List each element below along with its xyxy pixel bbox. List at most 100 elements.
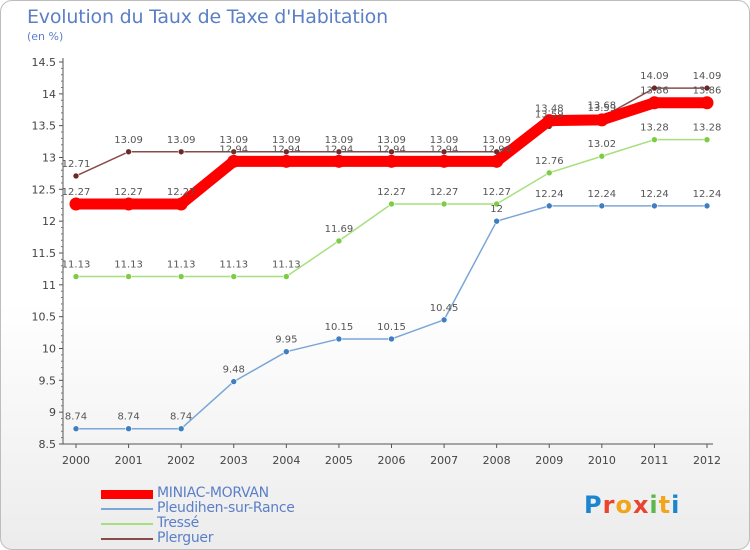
chart-title: Evolution du Taux de Taxe d'Habitation xyxy=(27,6,388,28)
y-tick-label: 9.5 xyxy=(39,374,57,387)
data-point xyxy=(651,84,658,92)
x-tick-label: 2000 xyxy=(62,454,90,467)
data-label: 12.76 xyxy=(535,156,564,167)
y-tick-label: 9 xyxy=(49,406,56,419)
data-point xyxy=(493,200,500,208)
data-point xyxy=(72,273,80,280)
data-point xyxy=(177,148,185,156)
data-label: 13.09 xyxy=(482,135,511,146)
y-tick-label: 13.5 xyxy=(32,120,57,133)
data-label: 12.27 xyxy=(167,187,196,198)
data-label: 12.27 xyxy=(377,187,406,198)
data-point xyxy=(700,96,714,110)
data-point xyxy=(437,154,451,168)
data-point xyxy=(542,114,556,128)
y-tick-label: 10 xyxy=(42,343,56,356)
data-point xyxy=(125,148,132,156)
y-tick-label: 11 xyxy=(42,279,56,292)
data-point xyxy=(598,202,606,210)
data-label: 12.27 xyxy=(62,187,91,198)
data-label: 12.94 xyxy=(377,144,406,155)
logo-letter: o xyxy=(615,491,633,519)
logo-letter: r xyxy=(602,491,616,519)
x-tick-label: 2012 xyxy=(693,454,721,467)
data-point xyxy=(283,348,290,355)
data-label: 12.94 xyxy=(482,144,511,155)
legend-swatch xyxy=(101,538,153,540)
y-tick-label: 8.5 xyxy=(39,438,57,451)
data-label: 10.15 xyxy=(325,322,354,333)
data-label: 11.13 xyxy=(219,260,248,271)
data-point xyxy=(335,237,343,245)
data-point xyxy=(388,200,395,208)
data-label: 10.45 xyxy=(430,303,459,314)
y-tick-label: 14.5 xyxy=(32,56,57,69)
legend-swatch xyxy=(101,508,153,510)
data-point xyxy=(440,316,448,324)
data-point xyxy=(703,84,711,92)
data-label: 13.09 xyxy=(272,135,301,146)
data-label: 12.94 xyxy=(430,144,459,155)
y-tick-label: 14 xyxy=(42,88,56,101)
data-label: 12 xyxy=(490,204,503,215)
y-tick-label: 11.5 xyxy=(32,247,57,260)
data-label: 9.95 xyxy=(275,335,297,346)
data-label: 14.09 xyxy=(693,71,722,82)
data-point xyxy=(72,425,80,433)
data-label: 12.27 xyxy=(114,187,143,198)
data-label: 11.69 xyxy=(325,224,354,235)
data-label: 12.94 xyxy=(272,144,301,155)
y-tick-label: 12.5 xyxy=(32,183,57,196)
data-label: 13.28 xyxy=(693,123,722,134)
data-point xyxy=(283,273,290,280)
data-label: 8.74 xyxy=(65,412,87,423)
data-label: 12.71 xyxy=(62,159,91,170)
data-label: 13.09 xyxy=(219,135,248,146)
data-point xyxy=(125,425,132,433)
data-label: 13.09 xyxy=(377,135,406,146)
data-label: 9.48 xyxy=(223,365,245,376)
x-tick-label: 2009 xyxy=(535,454,563,467)
x-tick-label: 2007 xyxy=(430,454,458,467)
data-label: 13.28 xyxy=(640,123,669,134)
x-tick-label: 2002 xyxy=(167,454,195,467)
data-point xyxy=(651,202,658,210)
data-point xyxy=(440,200,448,208)
data-point xyxy=(230,273,238,280)
data-point xyxy=(493,217,500,225)
data-label: 13.09 xyxy=(430,135,459,146)
data-point xyxy=(283,148,290,156)
data-point xyxy=(69,197,83,211)
data-label: 11.13 xyxy=(62,260,91,271)
data-point xyxy=(651,136,658,143)
data-point xyxy=(174,197,188,211)
data-point xyxy=(335,148,343,156)
x-tick-label: 2003 xyxy=(220,454,248,467)
data-label: 13.86 xyxy=(693,86,722,97)
data-label: 13.09 xyxy=(167,135,196,146)
data-point xyxy=(598,152,606,160)
data-label: 12.94 xyxy=(219,144,248,155)
data-point xyxy=(545,169,553,177)
data-label: 14.09 xyxy=(640,71,669,82)
data-label: 11.13 xyxy=(114,260,143,271)
data-point xyxy=(279,154,293,168)
data-point xyxy=(703,136,711,143)
data-label: 12.94 xyxy=(325,144,354,155)
data-point xyxy=(177,273,185,280)
legend-label: MINIAC-MORVAN xyxy=(157,485,269,501)
data-label: 11.13 xyxy=(272,260,301,271)
y-tick-label: 13 xyxy=(42,152,56,165)
data-point xyxy=(440,148,448,156)
logo-letter: t xyxy=(658,491,672,519)
data-point xyxy=(177,425,185,433)
x-tick-label: 2006 xyxy=(378,454,406,467)
data-point xyxy=(125,273,132,280)
logo-letter: x xyxy=(632,491,650,519)
x-tick-label: 2001 xyxy=(115,454,143,467)
data-label: 12.27 xyxy=(430,187,459,198)
data-label: 13.86 xyxy=(640,86,669,97)
data-point xyxy=(227,154,241,168)
data-point xyxy=(703,202,711,210)
